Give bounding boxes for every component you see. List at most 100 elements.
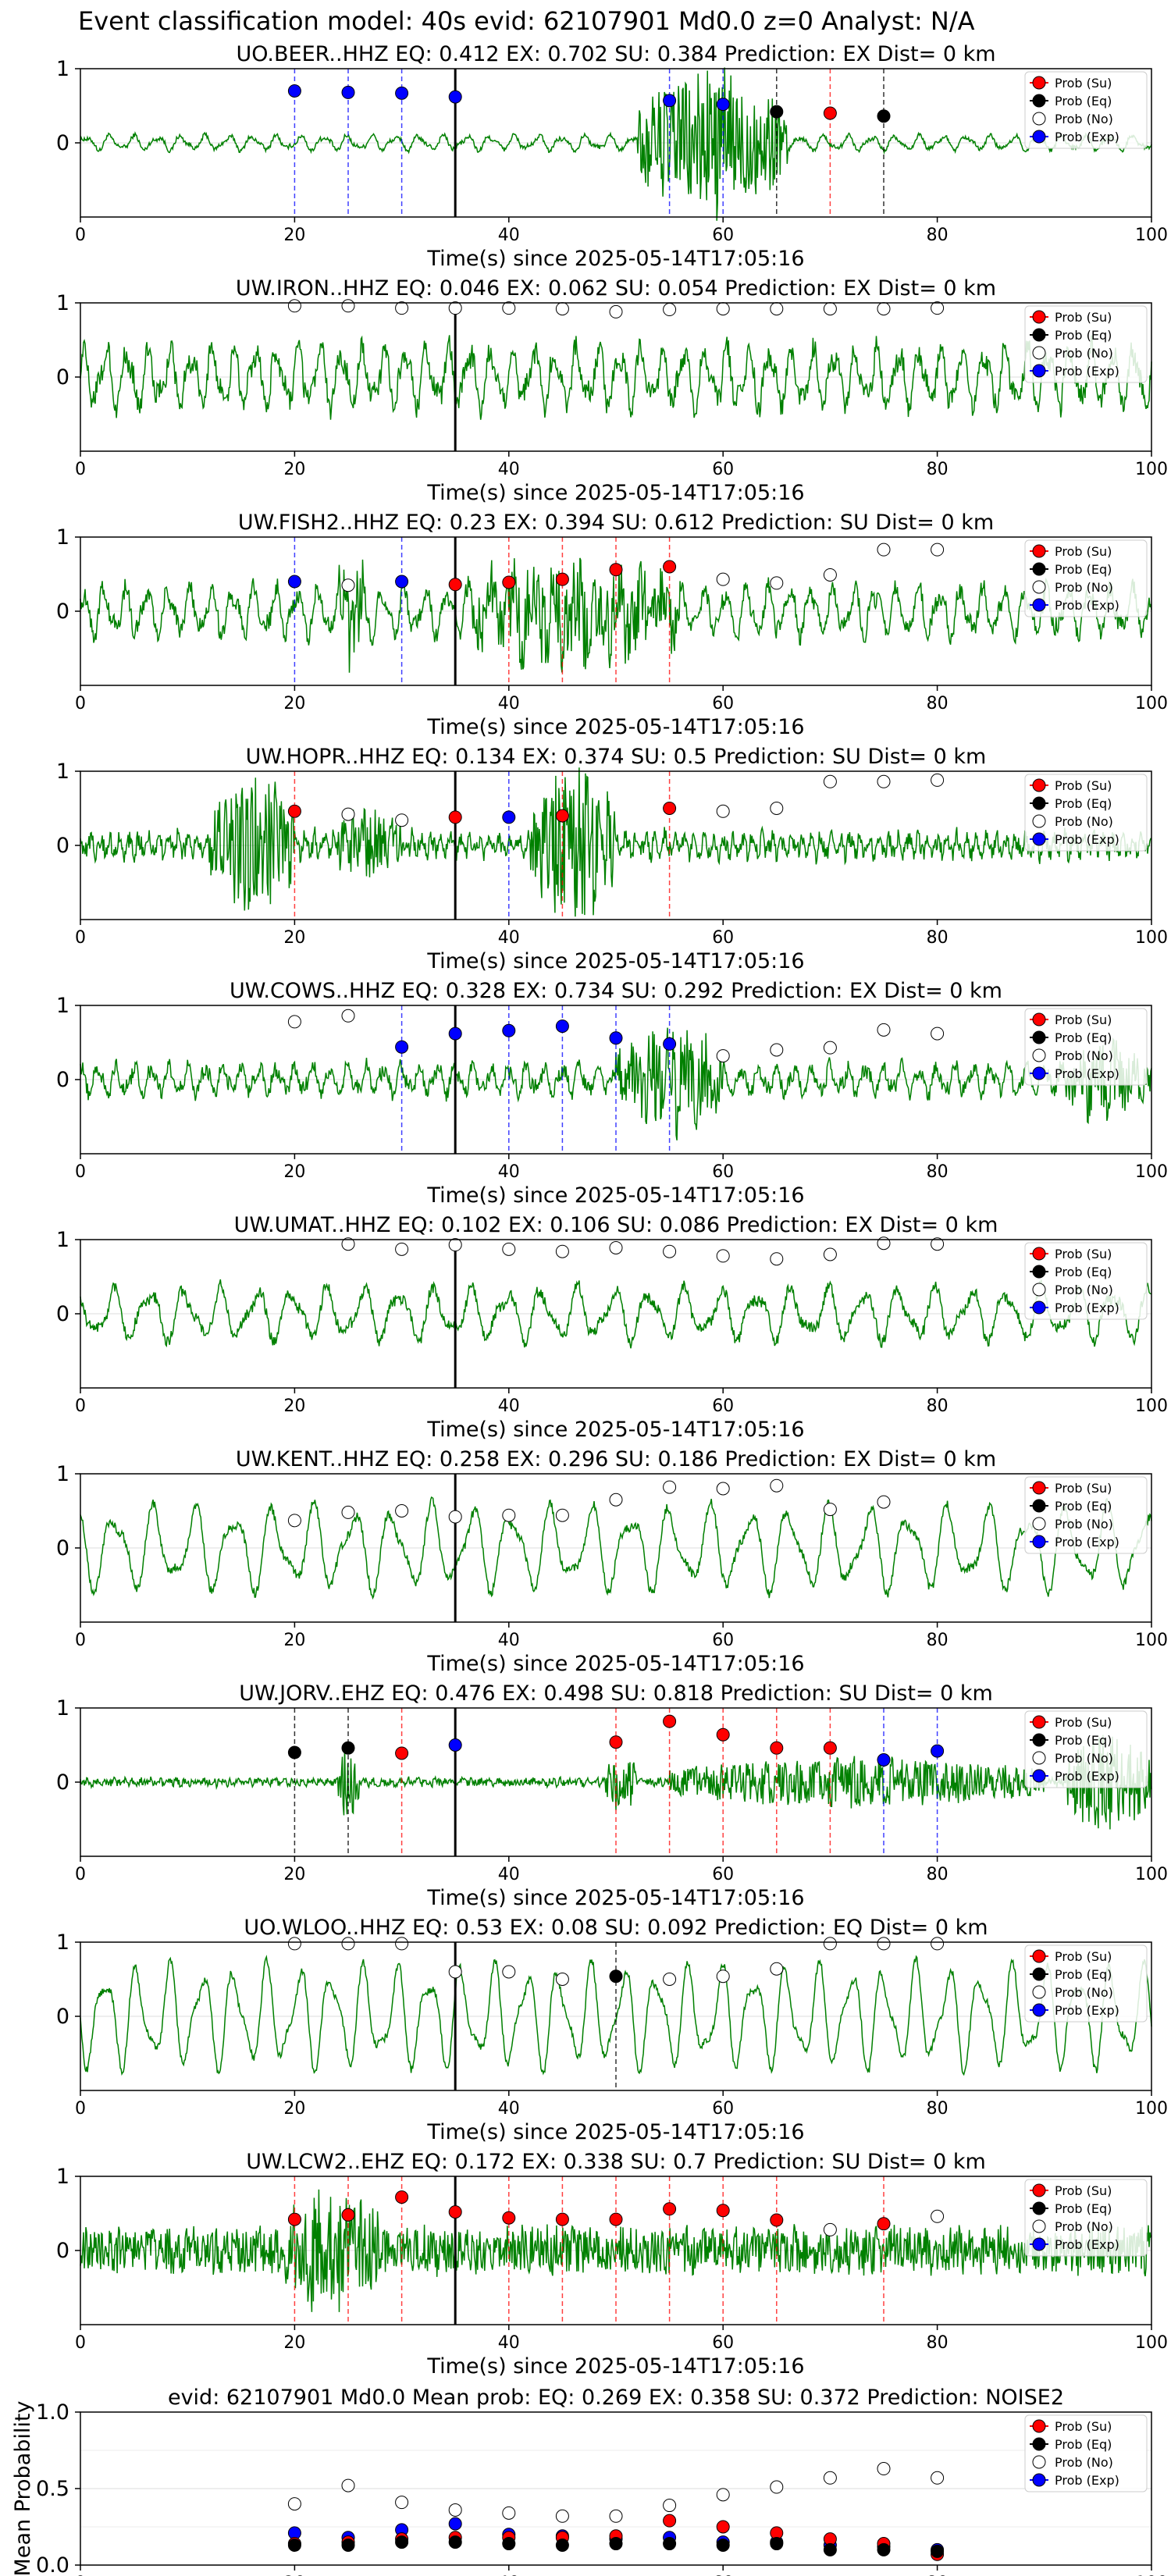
- prob-marker-no: [341, 1009, 355, 1023]
- legend-label: Prob (Su): [1055, 1481, 1112, 1496]
- legend-box: [1024, 305, 1148, 383]
- waveform-trace: [80, 767, 1152, 917]
- legend-marker-no: [1032, 814, 1046, 828]
- y-tick-label: 1: [56, 2165, 69, 2189]
- prob-marker-su: [663, 2202, 677, 2216]
- prob-marker-no: [341, 807, 355, 821]
- mean-marker-eq: [555, 2539, 569, 2553]
- panel-title: UW.UMAT..HHZ EQ: 0.102 EX: 0.106 SU: 0.0…: [234, 1213, 998, 1237]
- prob-marker-no: [931, 1237, 945, 1251]
- prob-marker-no: [823, 568, 837, 582]
- x-tick-label: 60: [712, 2099, 734, 2119]
- legend-label: Prob (Eq): [1055, 328, 1112, 343]
- prob-marker-no: [770, 1478, 784, 1493]
- legend-marker-eq: [1032, 562, 1046, 576]
- prob-marker-exp: [287, 575, 301, 589]
- x-tick-label: 80: [927, 1631, 949, 1650]
- legend-box: [1024, 2414, 1148, 2492]
- legend-label: Prob (Exp): [1055, 2003, 1119, 2018]
- panel-title: UW.HOPR..HHZ EQ: 0.134 EX: 0.374 SU: 0.5…: [246, 745, 987, 769]
- waveform-trace: [80, 1496, 1152, 1600]
- x-tick-label: 80: [927, 2574, 949, 2576]
- mean-marker-no: [663, 2499, 677, 2513]
- mean-marker-eq: [877, 2542, 891, 2556]
- prob-marker-no: [877, 774, 891, 788]
- prob-marker-no: [770, 1043, 784, 1057]
- x-axis-label: Time(s) since 2025-05-14T17:05:16: [426, 481, 804, 505]
- prob-marker-no: [716, 302, 730, 316]
- prob-marker-exp: [395, 575, 409, 589]
- legend-label: Prob (No): [1055, 2455, 1113, 2470]
- x-tick-label: 20: [283, 1865, 305, 1884]
- legend-marker-eq: [1032, 1733, 1046, 1747]
- legend-label: Prob (Exp): [1055, 598, 1119, 613]
- y-tick-label: 0: [56, 600, 69, 624]
- prob-marker-eq: [770, 105, 784, 119]
- prob-marker-no: [395, 1504, 409, 1517]
- prob-marker-no: [555, 1508, 569, 1522]
- x-tick-label: 40: [498, 2333, 520, 2353]
- legend-marker-su: [1032, 76, 1046, 90]
- prob-marker-no: [877, 302, 891, 316]
- x-axis-label: Time(s) since 2025-05-14T17:05:16: [426, 715, 804, 739]
- panel-title: UW.JORV..EHZ EQ: 0.476 EX: 0.498 SU: 0.8…: [239, 1681, 993, 1706]
- x-tick-label: 60: [712, 1397, 734, 1416]
- x-axis-label: Time(s) since 2025-05-14T17:05:16: [426, 1886, 804, 1910]
- station-panel-8: UW.JORV..EHZ EQ: 0.476 EX: 0.498 SU: 0.8…: [56, 1681, 1168, 1910]
- prob-marker-no: [663, 303, 677, 317]
- axes-frame: [80, 536, 1152, 686]
- figure-title: Event classification model: 40s evid: 62…: [78, 6, 975, 36]
- prob-marker-su: [823, 1741, 837, 1755]
- station-panel-3: UW.FISH2..HHZ EQ: 0.23 EX: 0.394 SU: 0.6…: [56, 511, 1168, 739]
- mean-marker-eq: [716, 2539, 730, 2553]
- legend-label: Prob (Su): [1055, 2419, 1112, 2434]
- mean-marker-eq: [287, 2539, 301, 2553]
- prob-marker-su: [341, 2208, 355, 2222]
- x-tick-label: 80: [927, 460, 949, 479]
- x-tick-label: 80: [927, 2099, 949, 2119]
- legend-marker-no: [1032, 1517, 1046, 1531]
- axes-frame: [80, 1707, 1152, 1857]
- legend-marker-exp: [1032, 1769, 1046, 1783]
- legend-label: Prob (No): [1055, 112, 1113, 126]
- prob-marker-no: [395, 301, 409, 315]
- axes-frame: [80, 1239, 1152, 1389]
- x-tick-label: 40: [498, 2574, 520, 2576]
- prob-marker-su: [663, 802, 677, 815]
- prob-marker-no: [341, 299, 355, 313]
- legend-label: Prob (Eq): [1055, 2437, 1112, 2452]
- panel-title: evid: 62107901 Md0.0 Mean prob: EQ: 0.26…: [168, 2386, 1064, 2410]
- y-tick-label: 1: [56, 1228, 69, 1252]
- prob-marker-no: [931, 1026, 945, 1041]
- x-tick-label: 40: [498, 226, 520, 245]
- prob-marker-su: [663, 1714, 677, 1728]
- legend-marker-su: [1032, 2183, 1046, 2197]
- y-axis-label: Mean Probability: [11, 2401, 35, 2576]
- mean-marker-su: [663, 2514, 677, 2528]
- prob-marker-no: [877, 1023, 891, 1037]
- x-tick-label: 60: [712, 460, 734, 479]
- prob-marker-no: [823, 1937, 837, 1951]
- station-panel-1: UO.BEER..HHZ EQ: 0.412 EX: 0.702 SU: 0.3…: [56, 42, 1168, 271]
- legend-marker-eq: [1032, 1499, 1046, 1513]
- x-tick-label: 0: [75, 1397, 86, 1416]
- prob-marker-no: [502, 301, 516, 315]
- y-tick-label: 1.0: [36, 2400, 69, 2425]
- legend-box: [1024, 1710, 1148, 1788]
- prob-marker-no: [716, 1969, 730, 1984]
- station-panel-9: UO.WLOO..HHZ EQ: 0.53 EX: 0.08 SU: 0.092…: [56, 1916, 1168, 2144]
- prob-marker-no: [663, 1244, 677, 1258]
- legend-box: [1024, 1476, 1148, 1554]
- mean-marker-no: [931, 2471, 945, 2485]
- y-tick-label: 0: [56, 1536, 69, 1560]
- legend-marker-exp: [1032, 2003, 1046, 2017]
- legend-label: Prob (Su): [1055, 2183, 1112, 2198]
- legend-label: Prob (Su): [1055, 1949, 1112, 1964]
- prob-marker-no: [395, 1242, 409, 1256]
- prob-marker-no: [663, 1973, 677, 1986]
- mean-marker-eq: [448, 2535, 462, 2549]
- x-tick-label: 60: [712, 694, 734, 713]
- panel-title: UW.FISH2..HHZ EQ: 0.23 EX: 0.394 SU: 0.6…: [238, 511, 994, 535]
- prob-marker-exp: [502, 810, 516, 824]
